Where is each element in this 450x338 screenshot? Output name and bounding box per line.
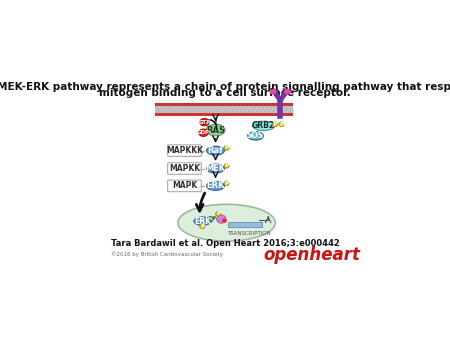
Text: P: P (224, 145, 229, 150)
Text: RAS: RAS (206, 126, 225, 135)
Text: P: P (224, 163, 229, 168)
Ellipse shape (200, 224, 205, 229)
Text: GTP: GTP (198, 120, 211, 125)
Text: MAPK: MAPK (172, 182, 197, 190)
Text: P: P (273, 122, 277, 127)
Ellipse shape (284, 89, 291, 94)
Bar (228, 222, 262, 227)
Bar (155, 103, 293, 106)
Ellipse shape (279, 122, 284, 127)
Ellipse shape (207, 182, 225, 190)
Text: TRANSCRIPTION: TRANSCRIPTION (227, 231, 271, 236)
Text: Raf: Raf (207, 146, 224, 155)
Ellipse shape (224, 164, 229, 168)
Text: Tara Bardawil et al. Open Heart 2016;3:e000442: Tara Bardawil et al. Open Heart 2016;3:e… (111, 239, 339, 247)
Text: P: P (216, 211, 220, 216)
Text: ERK: ERK (194, 217, 211, 226)
Ellipse shape (200, 119, 209, 126)
FancyBboxPatch shape (167, 180, 201, 192)
Bar (155, 103, 293, 116)
Ellipse shape (216, 211, 221, 216)
Ellipse shape (224, 146, 229, 150)
Text: P: P (200, 224, 204, 229)
Text: SOS: SOS (247, 131, 264, 140)
Text: MAPKKK: MAPKKK (166, 146, 203, 155)
Ellipse shape (224, 181, 229, 186)
Ellipse shape (207, 146, 225, 155)
Text: mitogen binding to a cell surface receptor.: mitogen binding to a cell surface recept… (99, 89, 351, 98)
Text: The RAS-MEK-ERK pathway represents a chain of protein signalling pathway that re: The RAS-MEK-ERK pathway represents a cha… (0, 82, 450, 92)
Ellipse shape (216, 215, 226, 223)
Text: openheart: openheart (263, 246, 360, 264)
Ellipse shape (207, 164, 225, 173)
Text: P: P (224, 181, 229, 186)
Text: P: P (279, 122, 284, 127)
Ellipse shape (269, 89, 277, 94)
Ellipse shape (194, 217, 211, 225)
Ellipse shape (248, 132, 263, 140)
Ellipse shape (222, 218, 227, 223)
Ellipse shape (199, 129, 208, 137)
FancyBboxPatch shape (167, 145, 201, 156)
Bar (155, 113, 293, 116)
Ellipse shape (252, 121, 274, 130)
Text: MEK: MEK (205, 164, 225, 173)
Text: GDP: GDP (197, 130, 210, 135)
Ellipse shape (178, 204, 275, 241)
Text: ©2016 by British Cardiovascular Society: ©2016 by British Cardiovascular Society (111, 252, 223, 257)
Ellipse shape (206, 124, 225, 136)
Ellipse shape (272, 122, 278, 127)
Text: MAPKK: MAPKK (169, 164, 200, 173)
Text: ERK: ERK (206, 182, 225, 190)
FancyBboxPatch shape (167, 163, 201, 174)
Text: GRB2: GRB2 (252, 121, 275, 130)
